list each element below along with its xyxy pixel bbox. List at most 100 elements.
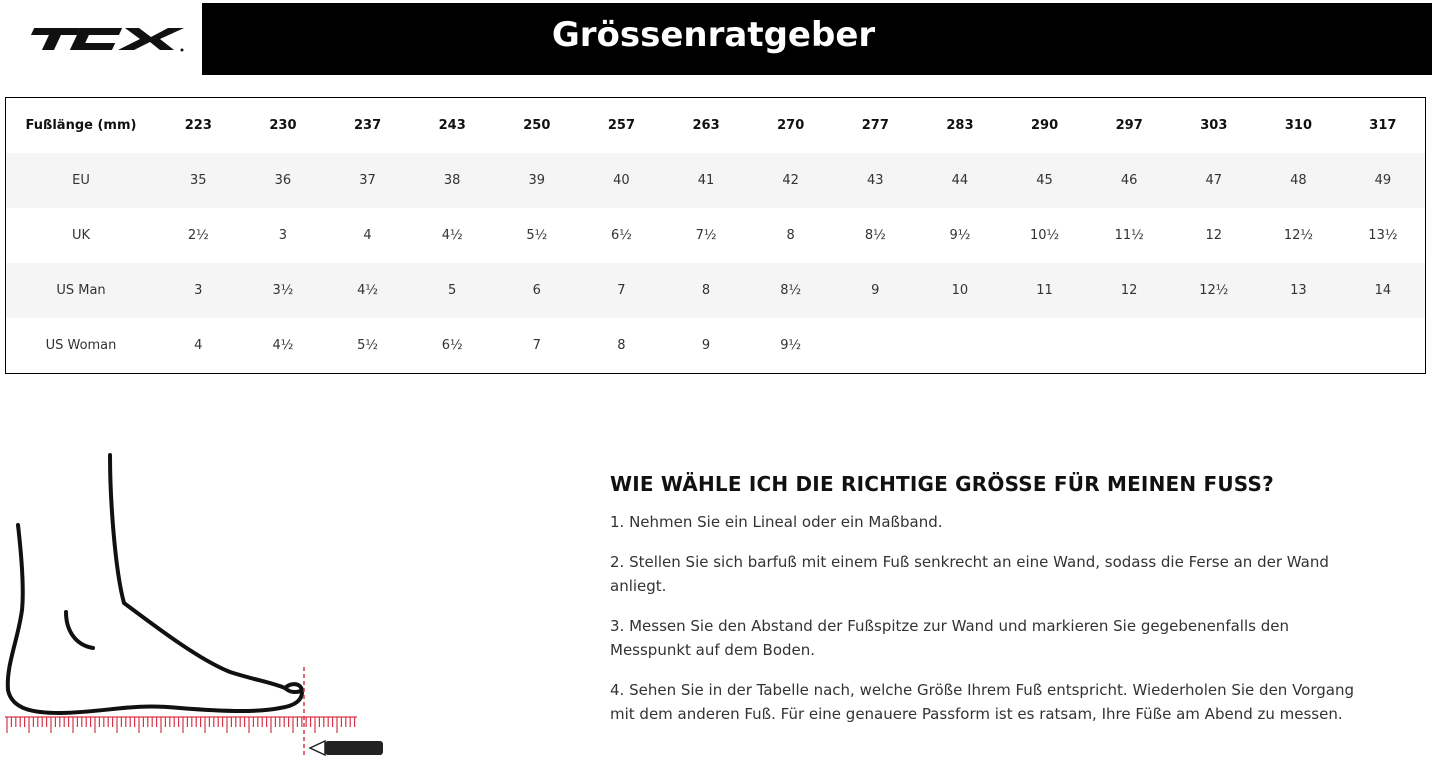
table-cell: 303 (1200, 118, 1228, 133)
table-cell (1341, 318, 1426, 374)
step-1: 1. Nehmen Sie ein Lineal oder ein Maßban… (610, 513, 943, 531)
table-cell: 7 (579, 263, 664, 318)
table-cell: 6½ (611, 228, 632, 243)
table-cell: 45 (1002, 153, 1087, 208)
table-cell: 8 (786, 228, 795, 243)
table-cell (1087, 318, 1172, 374)
table-cell: 9½ (780, 338, 802, 353)
table-row: US Woman 4 4½ 5½ 6½ 7 8 9 9½ (6, 318, 1426, 374)
row-label: EU (5, 153, 156, 208)
table-cell: 283 (946, 118, 974, 133)
table-cell: 12½ (1283, 228, 1314, 243)
table-cell: 317 (1369, 118, 1397, 133)
table-cell: 277 (861, 118, 889, 133)
table-cell: 4½ (441, 228, 463, 243)
table-cell (1172, 318, 1257, 374)
table-cell: 43 (833, 153, 918, 208)
table-cell: 35 (156, 153, 241, 208)
row-label: Fußlänge (mm) (25, 118, 137, 133)
table-cell: 4 (363, 228, 372, 243)
instructions-heading: WIE WÄHLE ICH DIE RICHTIGE GRÖSSE FÜR ME… (610, 472, 1274, 496)
table-cell: 250 (523, 118, 551, 133)
table-cell: 13½ (1368, 228, 1398, 243)
table-cell: 40 (579, 153, 664, 208)
table-cell: 4½ (325, 263, 410, 318)
foot-instep (108, 453, 287, 690)
table-cell: 230 (269, 118, 297, 133)
table-cell: 3 (278, 228, 288, 243)
table-cell: 49 (1340, 153, 1426, 208)
table-cell: 5½ (526, 228, 548, 243)
table-cell: 8 (663, 263, 749, 318)
sizing-instructions: WIE WÄHLE ICH DIE RICHTIGE GRÖSSE FÜR ME… (610, 472, 1370, 742)
table-cell: 263 (692, 118, 720, 133)
table-cell: 47 (1171, 153, 1257, 208)
table-cell: 12½ (1171, 263, 1257, 318)
table-cell: 10 (917, 263, 1003, 318)
pencil-icon (308, 739, 383, 757)
table-cell: 36 (240, 153, 326, 208)
table-cell: 310 (1284, 118, 1312, 133)
table-cell: 243 (438, 118, 466, 133)
table-cell: 11 (1002, 263, 1087, 318)
table-cell: 7½ (695, 228, 717, 243)
table-cell (918, 318, 1003, 374)
table-cell: 4 (194, 338, 203, 353)
table-cell: 6½ (441, 338, 463, 353)
table-header-row: Fußlänge (mm) 223 230 237 243 250 257 263 270 277… (6, 98, 1426, 154)
row-label: US Man (5, 263, 156, 318)
table-cell: 38 (409, 153, 495, 208)
table-cell: 39 (494, 153, 580, 208)
table-cell: 8½ (864, 228, 886, 243)
step-3: 3. Messen Sie den Abstand der Fußspitze … (610, 617, 1289, 659)
table-cell: 290 (1030, 118, 1059, 133)
table-cell: 257 (607, 118, 635, 133)
table-cell: 6 (494, 263, 580, 318)
table-cell (1002, 318, 1087, 374)
table-cell: 9 (833, 263, 918, 318)
table-cell: 8½ (748, 263, 833, 318)
table-row: EU 35 36 37 38 39 40 41 42 43 44 45 46 47 48 49 (5, 153, 1426, 208)
table-cell: 13 (1256, 263, 1341, 318)
ankle-bone (64, 610, 95, 650)
table-cell: 41 (663, 153, 749, 208)
table-cell: 9½ (949, 228, 971, 243)
foot-measurement-illustration (5, 453, 383, 757)
table-cell: 12 (1205, 228, 1223, 243)
table-cell: 7 (532, 338, 541, 353)
size-table: Fußlänge (mm) 223 230 237 243 250 257 263 270 277… (5, 97, 1426, 374)
table-cell (833, 318, 918, 374)
table-cell: 9 (701, 338, 711, 353)
table-cell: 44 (917, 153, 1003, 208)
title-bar: Grössenratgeber (202, 3, 1432, 75)
table-cell: 42 (748, 153, 833, 208)
table-cell: 12 (1086, 263, 1172, 318)
step-2: 2. Stellen Sie sich barfuß mit einem Fuß… (610, 553, 1329, 595)
table-cell: 11½ (1114, 228, 1144, 243)
table-cell: 4½ (272, 338, 294, 353)
table-cell: 2½ (187, 228, 209, 243)
row-label: UK (71, 228, 91, 243)
table-cell: 3½ (240, 263, 326, 318)
table-cell: 37 (325, 153, 410, 208)
table-row: UK 2½ 3 4 4½ 5½ 6½ 7½ 8 8½ 9½ 10½ 11½ 12 12½ 13½ (6, 208, 1426, 263)
table-cell: 5 (409, 263, 495, 318)
table-cell: 48 (1256, 153, 1341, 208)
table-cell: 297 (1115, 118, 1143, 133)
table-cell: 5½ (357, 338, 378, 353)
foot-outline (5, 523, 305, 715)
table-cell: 14 (1340, 263, 1426, 318)
page-title: Grössenratgeber (551, 15, 876, 55)
table-cell: 8 (617, 338, 626, 353)
step-4: 4. Sehen Sie in der Tabelle nach, welche… (610, 681, 1354, 723)
table-row: US Man 3 3½ 4½ 5 6 7 8 8½ 9 10 11 12 12½ 13 14 (5, 263, 1426, 318)
table-cell: 270 (777, 118, 805, 133)
table-cell (1256, 318, 1341, 374)
table-cell: 10½ (1029, 228, 1060, 243)
table-cell: 237 (353, 118, 382, 133)
table-cell: 46 (1086, 153, 1172, 208)
ruler (5, 716, 357, 733)
tcx-logo (30, 28, 184, 52)
table-cell: 3 (156, 263, 241, 318)
table-cell: 223 (184, 118, 212, 133)
